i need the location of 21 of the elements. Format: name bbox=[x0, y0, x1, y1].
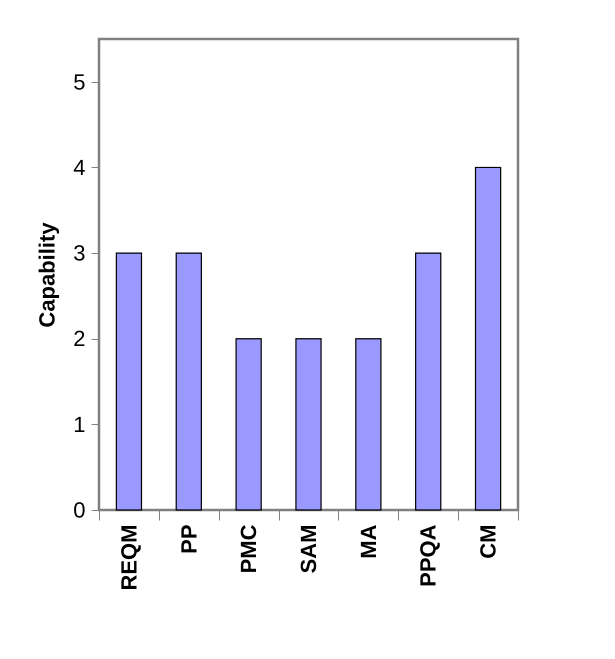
y-tick-label: 3 bbox=[73, 240, 86, 266]
bar bbox=[415, 252, 442, 511]
bar bbox=[355, 338, 382, 511]
x-tick-label: REQM bbox=[116, 524, 142, 590]
y-tick-label: 4 bbox=[73, 154, 86, 180]
x-tick-label: SAM bbox=[296, 524, 321, 574]
y-tick-label: 5 bbox=[73, 69, 86, 94]
bar bbox=[295, 338, 322, 511]
y-tick-label: 2 bbox=[73, 326, 86, 352]
bar bbox=[116, 252, 142, 511]
x-tick-label: PPQA bbox=[416, 524, 441, 587]
x-tick-label: MA bbox=[356, 524, 381, 559]
y-tick-label: 1 bbox=[73, 412, 86, 437]
y-tick-label: 0 bbox=[73, 498, 86, 522]
bar bbox=[176, 252, 202, 511]
x-tick-label: CM bbox=[476, 524, 501, 559]
x-tick-label: PP bbox=[176, 524, 202, 554]
x-tick-label: PMC bbox=[236, 524, 262, 574]
bar bbox=[474, 166, 502, 511]
y-axis-title: Capability bbox=[34, 222, 60, 328]
bar bbox=[235, 338, 262, 511]
